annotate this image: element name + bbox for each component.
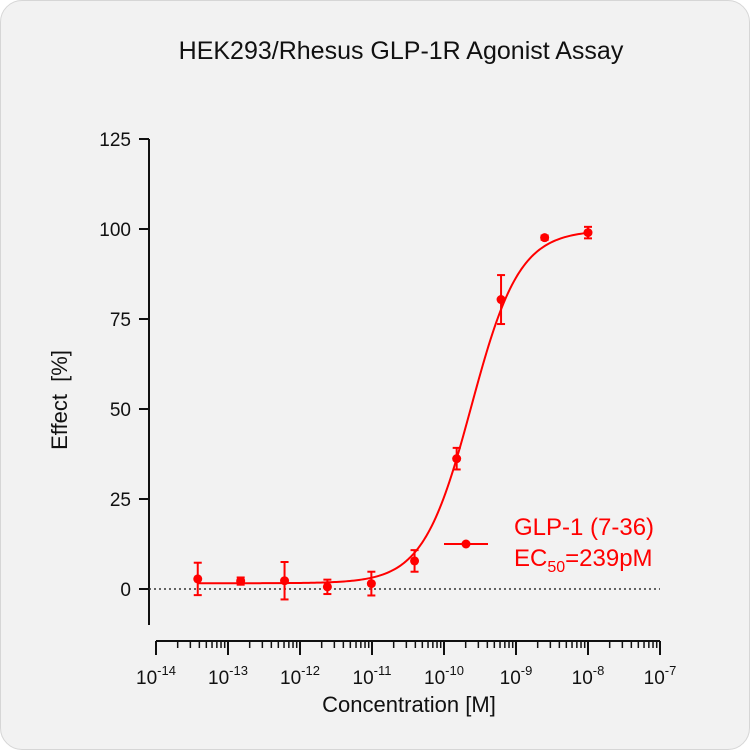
y-tick-label: 75 [110, 310, 131, 331]
marker [236, 576, 246, 586]
marker [496, 295, 506, 305]
x-tick-label: 10-9 [500, 663, 533, 689]
y-tick-label: 100 [99, 220, 131, 241]
y-tick-label: 125 [99, 130, 131, 151]
chart-title: HEK293/Rhesus GLP-1R Agonist Assay [179, 37, 624, 65]
x-tick-label: 10-7 [644, 663, 677, 689]
marker [452, 454, 462, 464]
y-tick-label: 50 [110, 400, 131, 421]
legend-marker [461, 539, 471, 549]
data-point [193, 561, 203, 597]
marker [583, 228, 593, 238]
data-point [410, 549, 420, 573]
x-tick-label: 10-11 [353, 663, 392, 689]
marker [322, 582, 332, 592]
fit-curve [197, 231, 589, 585]
x-axis-label: Concentration [M] [322, 692, 496, 717]
data-point [366, 570, 376, 597]
data-point [452, 446, 462, 471]
x-tick-label: 10-12 [280, 663, 320, 689]
legend: GLP-1 (7-36) EC50=239pM [444, 514, 654, 576]
axes: 0 25 50 75 100 125 10-14 10-13 10-12 10-11 10-10 10… [99, 130, 676, 689]
marker [193, 574, 203, 584]
x-tick-label: 10-8 [572, 663, 605, 689]
data-point [583, 225, 593, 240]
x-tick-label: 10-10 [424, 663, 464, 689]
x-tick-label: 10-14 [136, 663, 176, 689]
data-point [322, 578, 332, 596]
plot-area [149, 225, 660, 601]
marker [540, 233, 550, 243]
data-point [236, 576, 246, 586]
marker [410, 556, 420, 566]
y-axis-label: Effect [%] [47, 350, 72, 450]
data-point [280, 561, 290, 601]
y-tick-label: 25 [110, 490, 131, 511]
marker [366, 579, 376, 589]
data-point [540, 233, 550, 243]
legend-ec50: EC50=239pM [514, 545, 653, 576]
x-tick-label: 10-13 [208, 663, 248, 689]
data-point [496, 274, 506, 326]
marker [280, 576, 290, 586]
legend-series-name: GLP-1 (7-36) [514, 514, 654, 541]
y-tick-label: 0 [120, 580, 131, 601]
